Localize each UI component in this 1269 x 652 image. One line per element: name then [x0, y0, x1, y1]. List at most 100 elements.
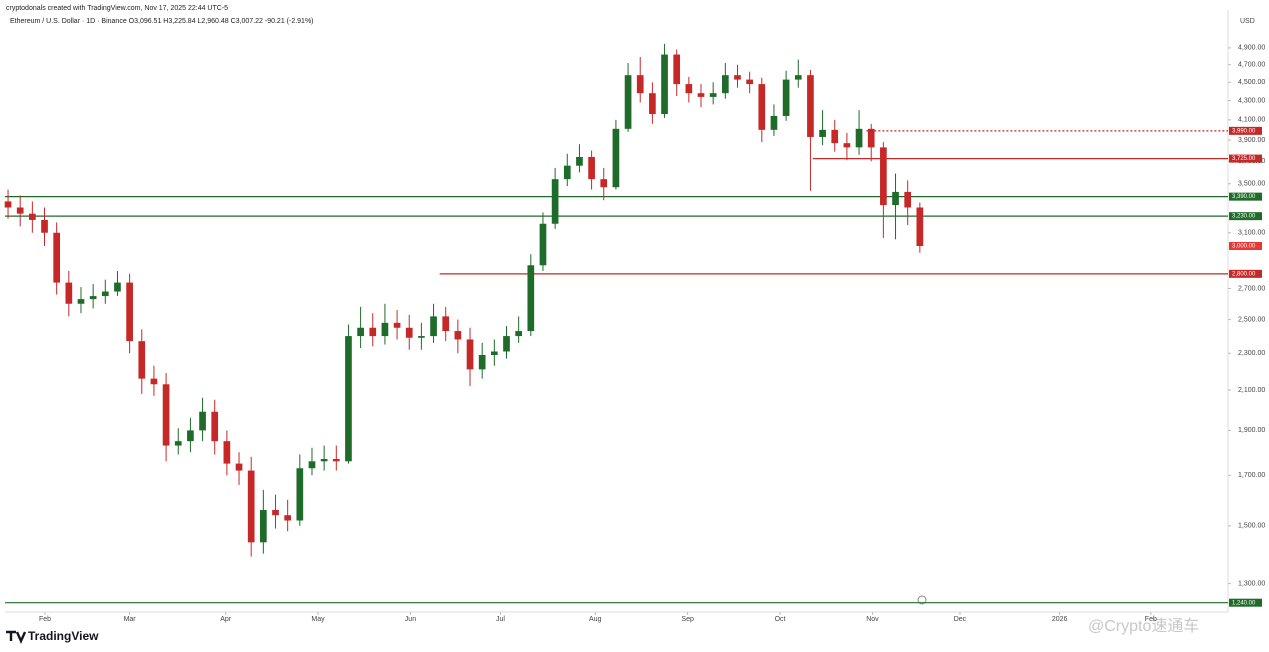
candle-body [539, 223, 547, 266]
candle-body [405, 327, 413, 338]
chart-title: Ethereum / U.S. Dollar · 1D · Binance O3… [10, 18, 314, 25]
candle-body [490, 351, 498, 356]
y-tick-label: 3,500.00 [1238, 181, 1265, 188]
candle-body [272, 510, 279, 516]
candle-body [418, 336, 425, 338]
candle-body [320, 459, 328, 462]
candle-body [187, 430, 194, 442]
candle-body [138, 341, 146, 379]
candle-body [369, 327, 377, 337]
candle-body [612, 128, 620, 188]
y-tick-label: 2,300.00 [1238, 350, 1265, 357]
candle-body [867, 128, 875, 148]
candle-body [41, 219, 48, 233]
candle-body [807, 75, 814, 137]
candle-body [746, 79, 753, 85]
level-tag [1229, 154, 1262, 163]
candle-body [843, 143, 851, 148]
y-tick-label: 3,100.00 [1238, 230, 1265, 237]
y-tick-label: 2,700.00 [1238, 285, 1265, 292]
candle-body [466, 339, 474, 370]
x-tick-label: Jul [496, 616, 505, 623]
y-tick-label: 4,500.00 [1238, 79, 1265, 86]
candle-body [600, 179, 608, 188]
candle-body [721, 75, 729, 94]
candle-body [661, 54, 668, 115]
x-tick-label: Nov [866, 616, 879, 623]
candle-body [284, 515, 292, 521]
y-tick-label: 1,300.00 [1238, 580, 1265, 587]
candle-body [308, 461, 316, 469]
candle-body [53, 232, 61, 283]
candle-body [235, 463, 243, 471]
candle-body [174, 441, 182, 446]
candle-body [89, 296, 97, 300]
x-tick-label: Feb [39, 616, 51, 623]
candle-body [831, 129, 839, 144]
x-tick-label: Feb [1145, 616, 1157, 623]
level-label: 3,000.00 [1232, 244, 1256, 250]
candle-body [770, 115, 778, 130]
candle-body [430, 316, 437, 337]
x-tick-label: Mar [124, 616, 137, 623]
candle-body [624, 75, 632, 129]
y-tick-label: 1,500.00 [1238, 523, 1265, 530]
candle-body [199, 411, 206, 431]
level-tag [1229, 269, 1262, 278]
candle-body [855, 128, 863, 148]
level-tag [1229, 192, 1262, 201]
level-label: 3,725.00 [1232, 156, 1256, 162]
x-tick-label: Sep [681, 616, 694, 623]
y-tick-label: 4,300.00 [1238, 97, 1265, 104]
candle-body [454, 331, 462, 340]
y-tick-label: 2,100.00 [1238, 387, 1265, 394]
candle-body [636, 75, 644, 94]
candle-body [332, 459, 340, 462]
candle-body [880, 147, 887, 206]
candle-body [819, 129, 826, 137]
candle-body [126, 282, 133, 342]
y-tick-label: 4,700.00 [1238, 62, 1265, 69]
candle-body [442, 316, 450, 332]
candle-body [357, 327, 364, 337]
candle-body [223, 441, 231, 464]
level-tag [1229, 241, 1262, 250]
y-tick-label: 4,900.00 [1238, 45, 1265, 52]
x-tick-label: Apr [220, 616, 232, 623]
y-tick-label: 2,500.00 [1238, 316, 1265, 323]
level-label: 3,390.00 [1232, 194, 1256, 200]
candle-body [551, 179, 559, 224]
y-tick-label: 1,700.00 [1238, 472, 1265, 479]
y-tick-label: 1,900.00 [1238, 427, 1265, 434]
level-tag [1229, 126, 1262, 135]
credit: cryptodonals created with TradingView.co… [6, 5, 228, 12]
candle-body [697, 93, 705, 97]
candle-body [649, 93, 656, 115]
brand: TradingView [28, 629, 99, 643]
level-label: 3,230.00 [1232, 214, 1256, 220]
level-label: 1,240.00 [1232, 600, 1256, 606]
brand-logo [6, 630, 27, 644]
candle-body [16, 207, 24, 214]
candle-body [588, 156, 595, 180]
x-tick-label: Aug [589, 616, 602, 623]
candle-body [709, 93, 717, 97]
candle-body [260, 510, 267, 543]
candle-body [734, 75, 741, 80]
candle-body [345, 336, 352, 462]
candle-body [101, 291, 109, 297]
candle-body [65, 282, 73, 304]
level-tag [1229, 212, 1262, 221]
candle-body [29, 213, 36, 220]
candle-body [758, 84, 766, 130]
candle-body [381, 322, 389, 337]
y-tick-label: 4,100.00 [1238, 117, 1265, 124]
event-icon [917, 595, 927, 605]
candle-body [904, 191, 912, 208]
candle-body [782, 79, 790, 116]
y-tick-label: 3,900.00 [1238, 137, 1265, 144]
x-tick-label: Jun [405, 616, 416, 623]
level-tag [1229, 598, 1262, 607]
x-tick-label: Dec [954, 616, 967, 623]
